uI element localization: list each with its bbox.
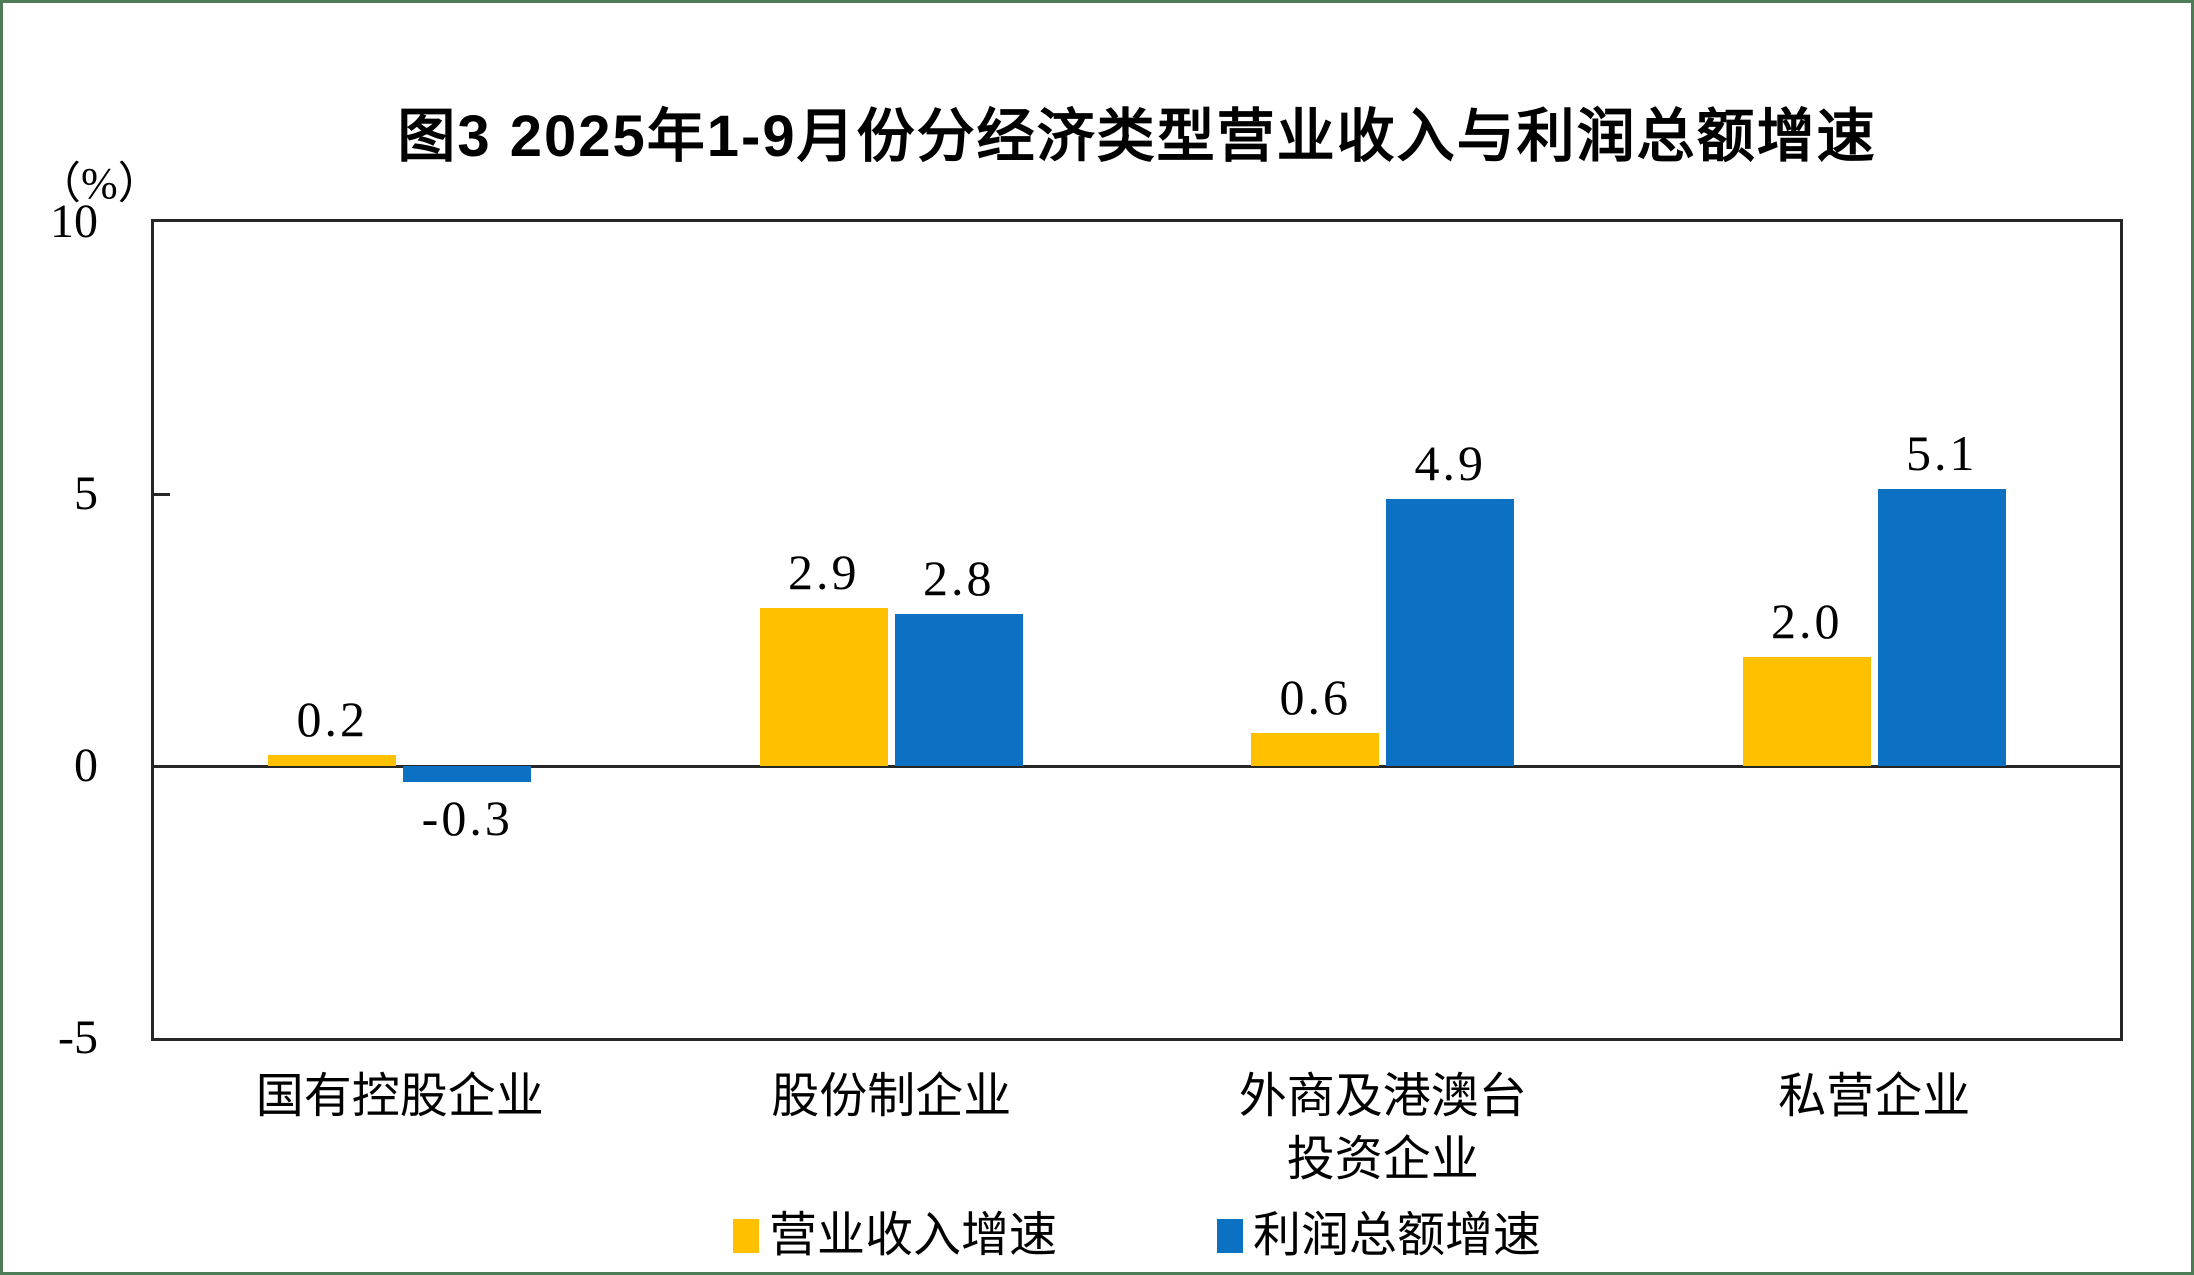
y-tick-label: -5 — [58, 1011, 98, 1064]
bar-营业收入增速 — [759, 608, 888, 766]
legend-swatch-icon — [1217, 1219, 1243, 1253]
category-label: 股份制企业 — [771, 1070, 1012, 1123]
bar-value-label: 5.1 — [1906, 424, 1978, 481]
y-tick-label: 0 — [74, 739, 98, 792]
bar-利润总额增速 — [403, 766, 532, 783]
plot-area: 0.2 -0.3 2.9 2.8 0.6 4.9 2.0 5.1 — [151, 219, 2123, 1041]
category-label: 私营企业 — [1778, 1070, 1971, 1123]
bar-value-label: 2.8 — [923, 549, 995, 606]
y-tick-label: 10 — [50, 195, 98, 248]
bar-value-label: 2.9 — [788, 544, 860, 601]
bar-营业收入增速 — [1251, 733, 1380, 766]
bar-value-label: 0.6 — [1279, 669, 1351, 726]
legend: 营业收入增速 利润总额增速 — [151, 1207, 2123, 1265]
legend-item: 利润总额增速 — [1217, 1207, 1541, 1265]
y-axis-unit-label: （%） — [37, 159, 162, 208]
bar-value-label: 0.2 — [296, 691, 368, 748]
chart-title: 图3 2025年1-9月份分经济类型营业收入与利润总额增速 — [397, 104, 1877, 169]
bar-营业收入增速 — [268, 755, 397, 766]
x-axis-category-labels: 国有控股企业 股份制企业 外商及港澳台 投资企业 私营企业 — [154, 1065, 2120, 1215]
legend-label: 利润总额增速 — [1253, 1209, 1542, 1262]
bar-利润总额增速 — [1386, 499, 1515, 766]
zero-gridline — [154, 764, 2120, 768]
legend-swatch-icon — [732, 1219, 759, 1253]
bar-value-label: 4.9 — [1414, 435, 1486, 492]
bar-利润总额增速 — [1877, 488, 2006, 766]
bar-利润总额增速 — [894, 613, 1023, 766]
legend-item: 营业收入增速 — [732, 1207, 1057, 1265]
legend-label: 营业收入增速 — [768, 1209, 1057, 1262]
y-axis-tick-mark — [154, 492, 170, 496]
category-label: 外商及港澳台 投资企业 — [1238, 1070, 1527, 1187]
bar-value-label: 2.0 — [1771, 593, 1843, 650]
category-label: 国有控股企业 — [255, 1070, 544, 1123]
bar-营业收入增速 — [1742, 657, 1871, 766]
bars-layer: 0.2 -0.3 2.9 2.8 0.6 4.9 2.0 5.1 — [154, 222, 2120, 1038]
y-tick-label: 5 — [74, 467, 98, 520]
bar-value-label: -0.3 — [421, 790, 513, 847]
